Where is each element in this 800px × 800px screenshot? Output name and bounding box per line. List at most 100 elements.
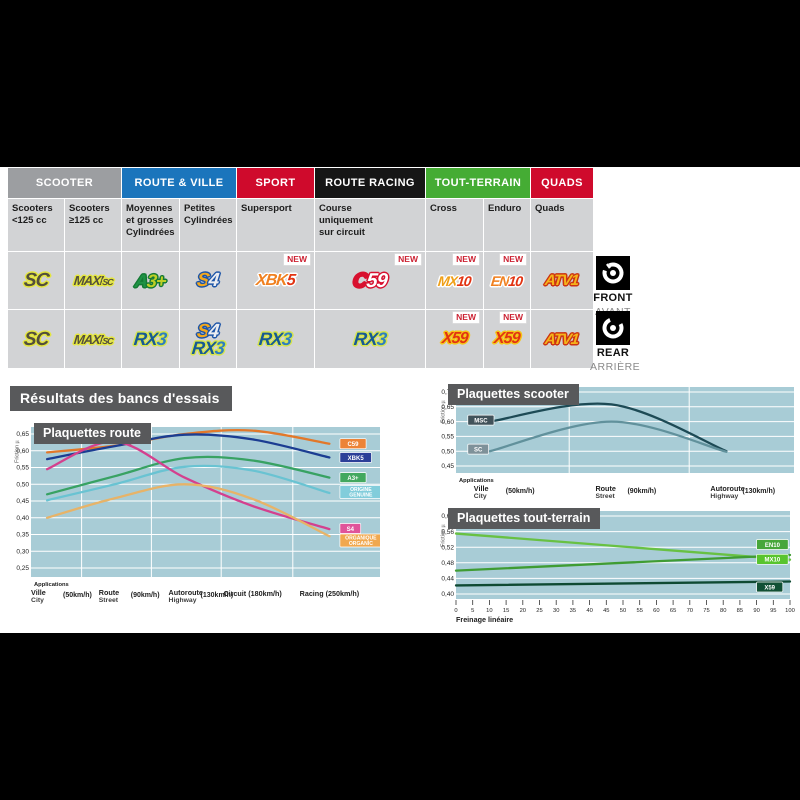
- legend-chip-SC: [467, 443, 489, 455]
- chart-title: Plaquettes route: [34, 423, 151, 444]
- y-tick-label: 0,65: [16, 431, 29, 438]
- product-cell-rear: S4 RX3: [180, 310, 236, 368]
- x-category-speed: (50km/h): [506, 488, 535, 495]
- x-tick-label: 0: [454, 608, 457, 614]
- x-category-en: Highway: [169, 597, 197, 604]
- front-label-en: FRONT: [593, 292, 633, 304]
- chart-plaquettes-route: Plaquettes route 0,65 0,60 0,55 0,50 0,45 0,40…: [14, 423, 383, 618]
- new-badge: NEW: [500, 312, 526, 323]
- rear-brake-disc-icon: [596, 311, 630, 345]
- y-tick-label: 0,60: [441, 513, 454, 520]
- product-cell-rear: RX3: [122, 310, 179, 368]
- y-tick-label: 0,60: [441, 419, 454, 426]
- product-cell-rear: SC: [8, 310, 64, 368]
- x-category: Circuit (180km/h): [223, 589, 282, 598]
- chart-title: Plaquettes tout-terrain: [448, 508, 601, 529]
- legend-chip-MSC: [467, 414, 495, 426]
- legend-label: X59: [764, 585, 775, 591]
- results-banner: Résultats des bancs d'essais: [10, 386, 232, 411]
- x-category-fr: Ville: [31, 588, 46, 597]
- x-tick-label: 35: [570, 608, 576, 614]
- product-logo-en10: EN10: [490, 272, 524, 289]
- chart-canvas-scooter: 0,70 0,65 0,60 0,55 0,50 0,45 Friction µ MSC SC A…: [441, 387, 794, 500]
- y-tick-label: 0,65: [441, 404, 454, 411]
- chart-canvas-route: 0,65 0,60 0,55 0,50 0,45 0,40 0,35 0,30 0,25 Fric…: [15, 427, 383, 604]
- category-header-quads: QUADS: [531, 168, 593, 198]
- chart-title: Plaquettes scooter: [448, 384, 579, 405]
- y-tick-label: 0,35: [16, 532, 29, 539]
- column-subheader: Scooters <125 cc: [8, 199, 64, 251]
- x-tick-label: 20: [520, 608, 526, 614]
- new-badge: NEW: [453, 254, 479, 265]
- legend-label: ORGANIQUE: [345, 535, 377, 541]
- x-tick-label: 25: [536, 608, 542, 614]
- legend-label: MSC: [474, 418, 488, 424]
- series-MSC: [488, 402, 728, 453]
- x-category-fr: Route: [595, 484, 615, 493]
- category-header-route-racing: ROUTE RACING: [315, 168, 425, 198]
- legend-chip-X59: [756, 581, 784, 593]
- product-cell-front: ATV1: [531, 252, 593, 309]
- legend-label: GENUINE: [349, 493, 373, 499]
- x-category-fr: Autoroute: [169, 588, 203, 597]
- product-cell-front: S4: [180, 252, 236, 309]
- y-tick-label: 0,25: [16, 565, 29, 572]
- category-header-sport: SPORT: [237, 168, 314, 198]
- y-tick-label: 0,50: [16, 481, 29, 488]
- series-MX10: [454, 553, 792, 572]
- product-cell-rear: RX3: [237, 310, 314, 368]
- legend-label: XBK5: [348, 456, 365, 462]
- product-cell-front: SC: [8, 252, 64, 309]
- product-logo-atv1: ATV1: [544, 272, 580, 289]
- column-subheader: Petites Cylindrées: [180, 199, 236, 251]
- y-tick-label: 0,56: [441, 529, 454, 536]
- y-tick-label: 0,40: [16, 515, 29, 522]
- new-badge: NEW: [453, 312, 479, 323]
- rear-label-fr: ARRIÈRE: [590, 361, 641, 373]
- y-tick-label: 0,45: [16, 498, 29, 505]
- legend-label: ORIGINE: [350, 487, 372, 493]
- product-cell-front: NEW C59: [315, 252, 425, 309]
- y-axis-title: Friction µ: [15, 439, 21, 463]
- product-logo-x59: X59: [440, 330, 469, 347]
- x-tick-label: 95: [770, 608, 776, 614]
- product-logo-mx10: MX10: [437, 272, 472, 289]
- product-logo-c59: C59: [351, 269, 388, 292]
- x-category-fr: Route: [99, 588, 119, 597]
- x-category-en: City: [31, 597, 44, 604]
- legend-label: C59: [347, 442, 359, 448]
- legend-label: S4: [347, 527, 355, 533]
- legend-label: ORGANIC: [349, 541, 373, 547]
- product-logo-rx3: RX3: [133, 329, 168, 349]
- x-category-en: Street: [99, 597, 119, 604]
- new-badge: NEW: [500, 254, 526, 265]
- y-axis-title: Friction µ: [441, 399, 447, 423]
- x-category-en: Highway: [710, 493, 738, 500]
- product-cell-front: A3+: [122, 252, 179, 309]
- x-tick-label: 100: [785, 608, 795, 614]
- x-tick-label: 80: [720, 608, 726, 614]
- x-tick-label: 55: [636, 608, 642, 614]
- series-S4: [45, 440, 331, 531]
- product-logo-maxisc: MAXISC: [72, 273, 113, 288]
- product-logo-sc: SC: [22, 270, 50, 291]
- y-tick-label: 0,45: [441, 463, 454, 470]
- series-X59: [454, 580, 792, 587]
- x-category-speed: (50km/h): [63, 592, 92, 599]
- x-category-fr: Ville: [474, 484, 489, 493]
- legend-chip-S4: [339, 523, 362, 534]
- y-axis-title: Friction µ: [441, 523, 447, 547]
- x-tick-label: 75: [703, 608, 709, 614]
- x-tick-label: 60: [653, 608, 659, 614]
- brake-pad-range-table: SCOOTER ROUTE & VILLE SPORT ROUTE RACING TOU…: [8, 168, 593, 368]
- series-EN10: [454, 532, 792, 561]
- y-tick-label: 0,44: [441, 576, 454, 583]
- category-header-tout-terrain: TOUT-TERRAIN: [426, 168, 530, 198]
- new-badge: NEW: [395, 254, 421, 265]
- product-cell-front: NEW XBK5: [237, 252, 314, 309]
- y-tick-label: 0,52: [441, 544, 454, 551]
- chart-plaquettes-scooter: Plaquettes scooter0,700,650,600,550,500,…: [440, 384, 796, 506]
- product-cell-rear: MAXISC: [65, 310, 121, 368]
- column-subheader: Quads: [531, 199, 593, 251]
